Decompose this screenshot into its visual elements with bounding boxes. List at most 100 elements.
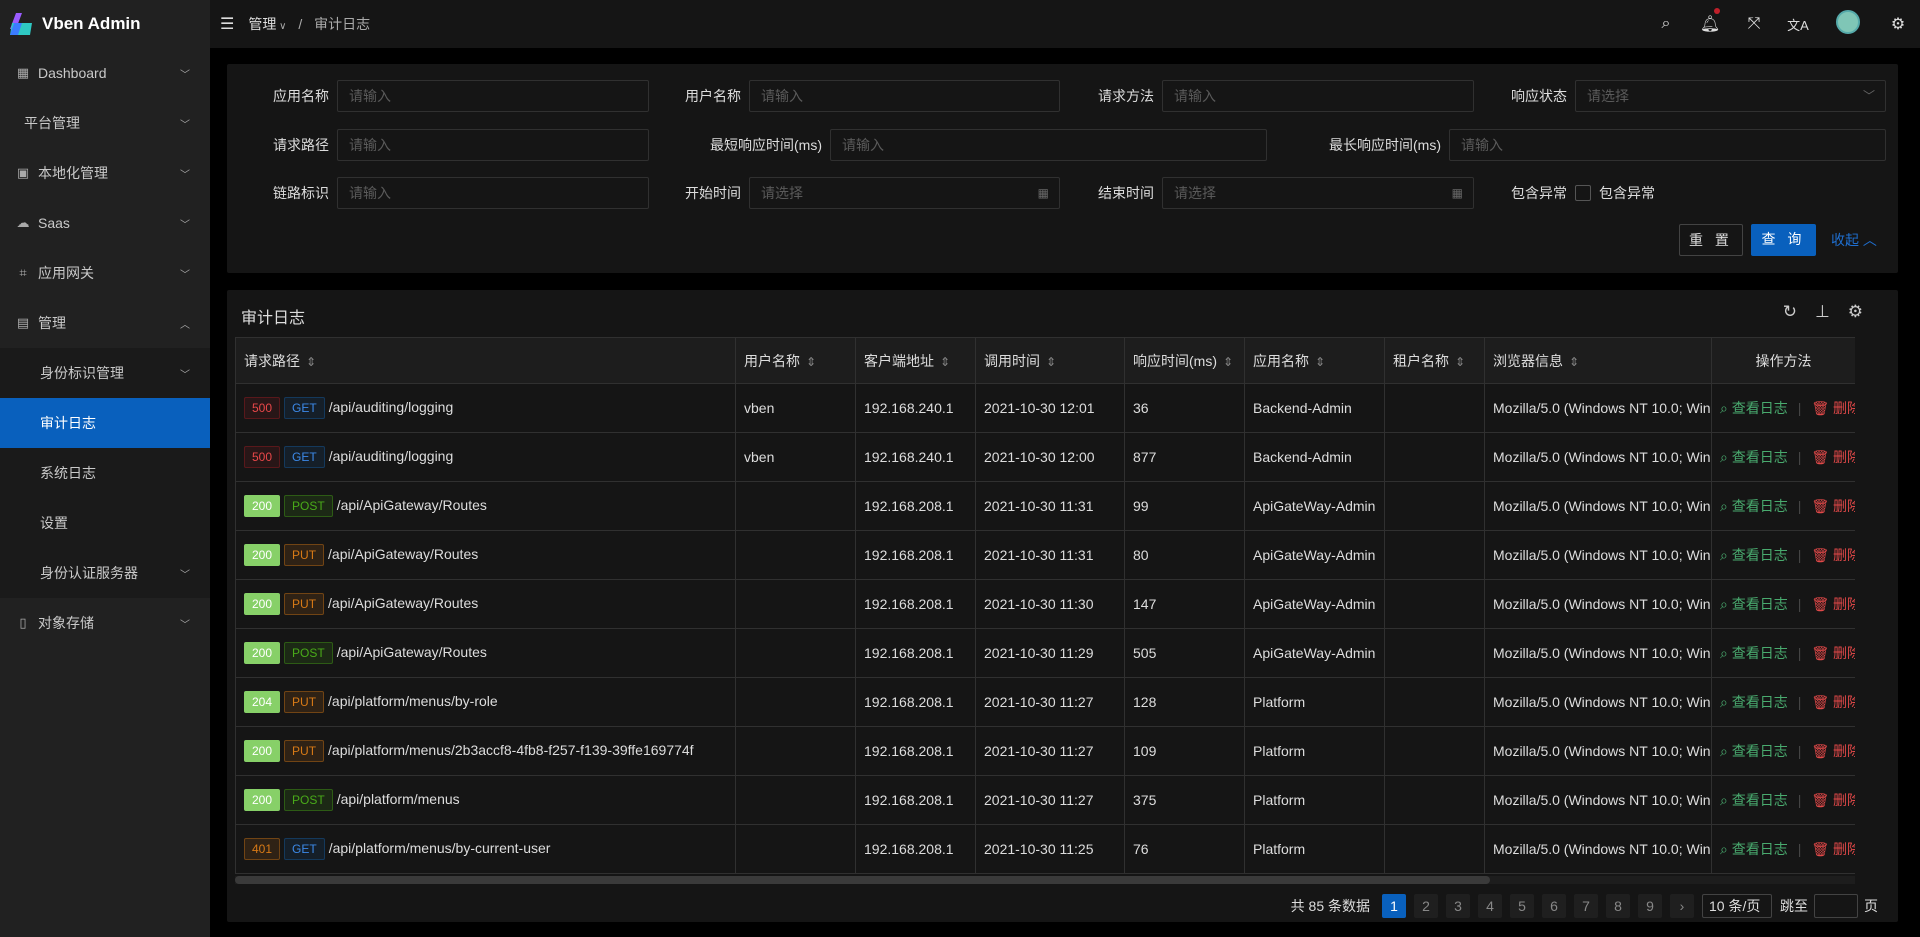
page-size-select[interactable]: 10 条/页 [1702,894,1772,918]
user-name [735,775,856,825]
view-log-button[interactable]: ⌕ 查看日志 [1720,547,1788,563]
view-log-button[interactable]: ⌕ 查看日志 [1720,596,1788,612]
text-input[interactable]: 请输入 [749,80,1060,112]
sidebar-item[interactable]: ☁ Saas ﹀ [0,198,210,248]
bell-icon[interactable]: 🔔︎ [1688,8,1732,34]
column-header[interactable]: 客户端地址 ⇕ [855,337,976,384]
page-size-value: 10 条/页 [1709,898,1761,914]
logo[interactable]: Vben Admin [0,0,210,48]
view-log-button[interactable]: ⌕ 查看日志 [1720,498,1788,514]
delete-button[interactable]: 🗑︎ 删除 [1811,596,1854,612]
checkbox-box[interactable] [1575,185,1591,201]
delete-button[interactable]: 🗑︎ 删除 [1811,449,1854,465]
sort-icon[interactable]: ⇕ [1046,354,1057,369]
collapse-button[interactable]: 收起 ︿ [1831,224,1877,256]
scrollbar-thumb[interactable] [235,876,1490,884]
translate-icon[interactable]: 文A [1787,17,1809,33]
text-input[interactable]: 请输入 [337,177,649,209]
view-log-button[interactable]: ⌕ 查看日志 [1720,841,1788,857]
sidebar-item[interactable]: 设置 [0,498,210,548]
date-picker[interactable]: 请选择 ▦ [749,177,1060,209]
sidebar-item-label: 本地化管理 [38,165,108,181]
delete-button[interactable]: 🗑︎ 删除 [1811,400,1854,416]
column-header[interactable]: 响应时间(ms) ⇕ [1124,337,1245,384]
sidebar-item[interactable]: ▦ Dashboard ﹀ [0,48,210,98]
jump-input[interactable] [1814,894,1858,918]
client-ip: 192.168.208.1 [855,775,976,825]
sidebar-item[interactable]: 审计日志 [0,398,210,448]
view-log-button[interactable]: ⌕ 查看日志 [1720,743,1788,759]
sidebar-item[interactable]: ▣ 本地化管理 ﹀ [0,148,210,198]
settings-icon[interactable]: ⚙ [1847,302,1863,321]
delete-button[interactable]: 🗑︎ 删除 [1811,743,1854,759]
text-input[interactable]: 请输入 [830,129,1267,161]
page-button[interactable]: 8 [1606,894,1630,918]
search-icon[interactable]: ⌕ [1661,15,1671,32]
page-button[interactable]: 4 [1478,894,1502,918]
text-input[interactable]: 请输入 [1162,80,1474,112]
delete-button[interactable]: 🗑︎ 删除 [1811,841,1854,857]
browser-info: Mozilla/5.0 (Windows NT 10.0; Win64; x64… [1484,383,1712,433]
sidebar-item-label: 应用网关 [38,265,94,281]
column-height-icon[interactable]: ⊥ [1814,302,1830,321]
sidebar-item[interactable]: ▯ 对象存储 ﹀ [0,598,210,648]
delete-button[interactable]: 🗑︎ 删除 [1811,547,1854,563]
fullscreen-icon[interactable]: ⤧ [1747,15,1761,32]
delete-button[interactable]: 🗑︎ 删除 [1811,498,1854,514]
sidebar-item[interactable]: ▤ 管理 ︿ [0,298,210,348]
delete-button[interactable]: 🗑︎ 删除 [1811,694,1854,710]
next-page-icon[interactable]: › [1670,894,1694,918]
sort-icon[interactable]: ⇕ [1315,354,1326,369]
page-button[interactable]: 6 [1542,894,1566,918]
column-header[interactable]: 调用时间 ⇕ [975,337,1125,384]
view-log-button[interactable]: ⌕ 查看日志 [1720,449,1788,465]
sidebar-item[interactable]: ⌗ 应用网关 ﹀ [0,248,210,298]
column-header[interactable]: 浏览器信息 ⇕ [1484,337,1712,384]
delete-button[interactable]: 🗑︎ 删除 [1811,792,1854,808]
settings-icon[interactable]: ⚙ [1890,16,1906,33]
breadcrumb-item[interactable]: 管理 [248,16,277,32]
sort-icon[interactable]: ⇕ [1569,354,1580,369]
page-button[interactable]: 7 [1574,894,1598,918]
query-button[interactable]: 查 询 [1751,224,1816,256]
sidebar-item[interactable]: 平台管理 ﹀ [0,98,210,148]
page-button[interactable]: 9 [1638,894,1662,918]
tenant-name [1384,579,1485,629]
avatar[interactable] [1820,9,1876,39]
view-log-button[interactable]: ⌕ 查看日志 [1720,694,1788,710]
method-tag: PUT [284,740,325,762]
text-input[interactable]: 请输入 [1449,129,1886,161]
sort-icon[interactable]: ⇕ [1455,354,1466,369]
sort-icon[interactable]: ⇕ [1223,354,1234,369]
view-log-button[interactable]: ⌕ 查看日志 [1720,792,1788,808]
view-log-button[interactable]: ⌕ 查看日志 [1720,645,1788,661]
sidebar-item[interactable]: 身份标识管理 ﹀ [0,348,210,398]
sort-icon[interactable]: ⇕ [806,354,817,369]
gateway-icon: ⌗ [19,265,27,280]
column-header[interactable]: 请求路径 ⇕ [235,337,736,384]
text-input[interactable]: 请输入 [337,129,649,161]
sort-icon[interactable]: ⇕ [306,354,317,369]
user-name [735,628,856,678]
sort-icon[interactable]: ⇕ [940,354,951,369]
column-header[interactable]: 用户名称 ⇕ [735,337,856,384]
column-title: 应用名称 [1253,352,1309,369]
column-header[interactable]: 租户名称 ⇕ [1384,337,1485,384]
view-log-button[interactable]: ⌕ 查看日志 [1720,400,1788,416]
refresh-icon[interactable]: ↻ [1782,302,1797,321]
sidebar-item[interactable]: 系统日志 [0,448,210,498]
sidebar-item[interactable]: 身份认证服务器 ﹀ [0,548,210,598]
reset-button[interactable]: 重 置 [1679,224,1743,256]
page-button[interactable]: 3 [1446,894,1470,918]
page-button[interactable]: 2 [1414,894,1438,918]
status-select[interactable]: 请选择 ﹀ [1575,80,1886,112]
delete-button[interactable]: 🗑︎ 删除 [1811,645,1854,661]
horizontal-scrollbar[interactable] [235,876,1855,884]
page-button[interactable]: 5 [1510,894,1534,918]
text-input[interactable]: 请输入 [337,80,649,112]
menu-fold-icon[interactable]: ☰ [220,16,235,33]
date-picker[interactable]: 请选择 ▦ [1162,177,1474,209]
exception-checkbox[interactable]: 包含异常 [1575,177,1655,209]
column-header[interactable]: 应用名称 ⇕ [1244,337,1385,384]
page-button[interactable]: 1 [1382,894,1406,918]
